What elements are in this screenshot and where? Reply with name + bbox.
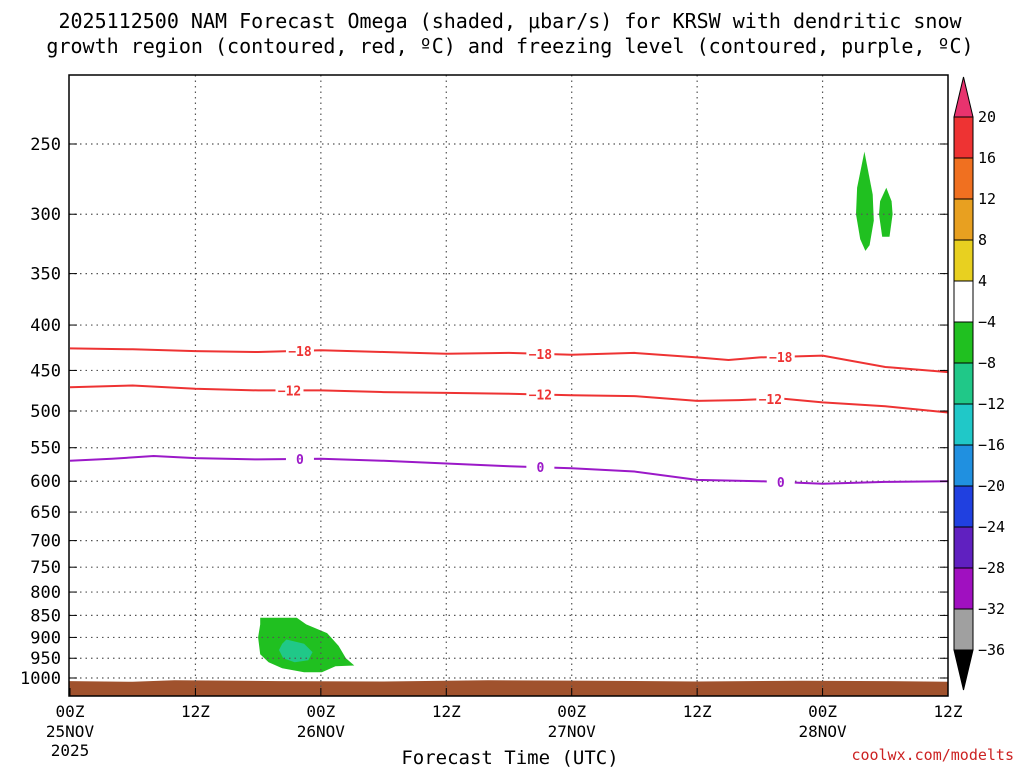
contour-label-bg — [756, 390, 785, 407]
chart-title-line-1: 2025112500 NAM Forecast Omega (shaded, μ… — [58, 9, 962, 33]
ground-fill — [69, 680, 948, 696]
contour-label-freezing-level: 0 — [536, 461, 544, 476]
colorbar-tick-label: −24 — [978, 518, 1005, 536]
y-tick-label: 600 — [30, 472, 61, 492]
colorbar-tick-label: 12 — [978, 190, 996, 208]
colorbar-swatch — [953, 280, 974, 323]
y-tick-label: 950 — [30, 649, 61, 669]
colorbar — [953, 76, 974, 691]
contour-label-dgz-minus18: −18 — [769, 351, 793, 366]
contour-dgz-minus18 — [69, 347, 949, 374]
colorbar-swatch — [953, 567, 974, 610]
x-tick-label: 00Z — [306, 702, 335, 721]
colorbar-swatch — [953, 116, 974, 159]
y-tick-label: 800 — [30, 583, 61, 603]
colorbar-tick-label: −16 — [978, 436, 1005, 454]
colorbar-swatch — [953, 198, 974, 241]
contour-dgz-minus12 — [69, 384, 949, 414]
colorbar-tick-label: −12 — [978, 395, 1005, 413]
chart-title: 2025112500 NAM Forecast Omega (shaded, μ… — [46, 9, 973, 58]
colorbar-tick-label: 8 — [978, 231, 987, 249]
omega-shading-layer — [258, 151, 893, 673]
colorbar-swatch — [953, 526, 974, 569]
y-tick-label: 700 — [30, 532, 61, 552]
omega-low-teal — [279, 639, 313, 663]
y-tick-label: 450 — [30, 361, 61, 381]
x-axis-label: Forecast Time (UTC) — [401, 747, 618, 768]
contour-label-dgz-minus18: −18 — [288, 345, 312, 360]
colorbar-swatch — [953, 444, 974, 487]
y-tick-label: 750 — [30, 558, 61, 578]
y-axis-ticks: 2503003504004505005506006507007508008509… — [20, 135, 948, 689]
x-tick-label: 12Z — [683, 702, 712, 721]
colorbar-tick-label: −20 — [978, 477, 1005, 495]
colorbar-swatch — [953, 239, 974, 282]
contour-label-dgz-minus12: −12 — [759, 393, 782, 408]
gridlines — [69, 75, 948, 696]
contour-label-dgz-minus18: −18 — [529, 348, 553, 363]
x-tick-label: 2025 — [51, 741, 90, 760]
colorbar-swatch — [953, 321, 974, 364]
omega-upper-green-b — [879, 187, 893, 237]
contour-label-freezing-level: 0 — [296, 453, 304, 468]
contour-label-bg — [275, 382, 304, 399]
x-tick-label: 26NOV — [297, 722, 346, 741]
y-tick-label: 1000 — [20, 669, 61, 689]
ground-layer — [69, 680, 948, 696]
y-tick-label: 850 — [30, 606, 61, 626]
colorbar-bottom-arrow — [953, 649, 974, 691]
y-tick-label: 650 — [30, 503, 61, 523]
x-tick-label: 00Z — [557, 702, 586, 721]
contour-label-freezing-level: 0 — [777, 476, 785, 491]
y-tick-label: 400 — [30, 316, 61, 336]
x-tick-label: 00Z — [56, 702, 85, 721]
colorbar-tick-labels: 20 16 12 8 4 −4 −8 −12 −16 −20 −24 −28 −32 −36 — [978, 108, 1005, 659]
x-tick-label: 25NOV — [46, 722, 95, 741]
omega-upper-green-a — [856, 151, 874, 251]
colorbar-swatch — [953, 608, 974, 651]
contour-label-dgz-minus12: −12 — [529, 388, 552, 403]
contour-label-bg — [285, 450, 314, 467]
y-tick-label: 500 — [30, 402, 61, 422]
y-tick-label: 350 — [30, 265, 61, 285]
colorbar-swatch — [953, 403, 974, 446]
contour-label-bg — [526, 459, 555, 476]
colorbar-tick-label: −4 — [978, 313, 996, 331]
colorbar-tick-label: −28 — [978, 559, 1005, 577]
y-tick-label: 900 — [30, 628, 61, 648]
y-tick-label: 550 — [30, 439, 61, 459]
colorbar-top-arrow — [953, 76, 974, 118]
chart-title-line-2: growth region (contoured, red, ºC) and f… — [46, 34, 973, 58]
colorbar-tick-label: −8 — [978, 354, 996, 372]
colorbar-tick-label: 4 — [978, 272, 987, 290]
x-tick-label: 12Z — [432, 702, 461, 721]
colorbar-tick-label: −32 — [978, 600, 1005, 618]
x-tick-label: 00Z — [808, 702, 837, 721]
x-tick-label: 12Z — [934, 702, 963, 721]
contour-label-bg — [526, 345, 555, 362]
credit-text: coolwx.com/modelts — [851, 746, 1014, 764]
colorbar-tick-label: 16 — [978, 149, 996, 167]
contour-freezing-level — [69, 454, 949, 485]
contour-label-bg — [766, 474, 795, 491]
colorbar-tick-label: 20 — [978, 108, 996, 126]
x-tick-label: 27NOV — [548, 722, 597, 741]
colorbar-swatch — [953, 362, 974, 405]
colorbar-swatch — [953, 157, 974, 200]
contour-label-dgz-minus12: −12 — [278, 384, 301, 399]
colorbar-swatch — [953, 485, 974, 528]
contour-label-bg — [766, 348, 795, 365]
y-tick-label: 300 — [30, 205, 61, 225]
plot-frame — [68, 74, 949, 697]
temperature-contours: −18 −18 −18 −12 −12 −12 0 0 0 — [69, 342, 949, 491]
y-tick-label: 250 — [30, 135, 61, 155]
x-tick-label: 28NOV — [798, 722, 847, 741]
contour-label-bg — [526, 386, 555, 403]
omega-low-green — [258, 617, 355, 673]
x-tick-label: 12Z — [181, 702, 210, 721]
contour-label-bg — [285, 342, 314, 359]
colorbar-tick-label: −36 — [978, 641, 1005, 659]
